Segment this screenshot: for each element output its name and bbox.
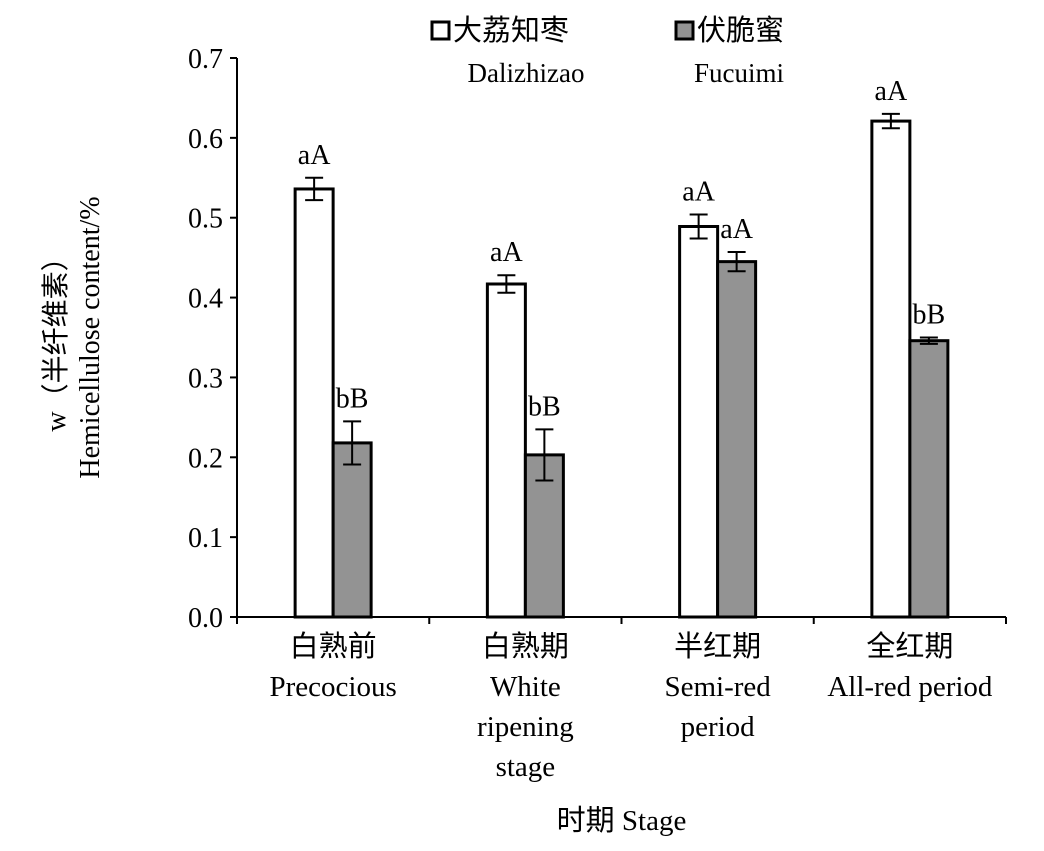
bar-dalizhizao xyxy=(678,224,720,619)
significance-label: bB xyxy=(913,300,946,331)
y-tick-label: 0.0 xyxy=(188,603,223,634)
legend-label: 大荔知枣 xyxy=(453,14,569,47)
x-category-label: All-red period xyxy=(827,671,993,703)
significance-label: aA xyxy=(490,237,523,268)
x-category-label: stage xyxy=(496,751,556,783)
y-tick-label: 0.1 xyxy=(188,523,223,554)
x-category-label: 半红期 xyxy=(674,630,761,663)
significance-label: aA xyxy=(682,177,715,208)
significance-label: bB xyxy=(336,383,369,414)
x-category-label: White xyxy=(490,671,561,703)
x-category-label: 白熟前 xyxy=(290,630,377,663)
x-category-label: 白熟期 xyxy=(482,630,569,663)
x-category-label: period xyxy=(681,711,756,743)
y-tick-label: 0.7 xyxy=(188,44,223,75)
bar-fucuimi xyxy=(908,339,950,619)
y-tick-label: 0.3 xyxy=(188,363,223,394)
legend-swatch-fucuimi xyxy=(674,20,695,41)
legend-label-en: Dalizhizao xyxy=(468,58,585,88)
x-category-label: Precocious xyxy=(270,671,397,703)
legend-label-en: Fucuimi xyxy=(694,58,784,88)
bar-dalizhizao xyxy=(293,187,335,619)
bar-fucuimi xyxy=(716,260,758,619)
bar-dalizhizao xyxy=(870,119,912,619)
significance-label: aA xyxy=(720,214,753,245)
bar-fucuimi xyxy=(331,441,373,619)
y-tick-label: 0.6 xyxy=(188,124,223,155)
x-category-label: ripening xyxy=(477,711,574,743)
significance-label: aA xyxy=(298,140,331,171)
y-tick-label: 0.5 xyxy=(188,204,223,235)
significance-label: aA xyxy=(875,76,908,107)
y-axis-title: Hemicellulose content/% xyxy=(75,196,106,478)
y-tick-label: 0.4 xyxy=(188,284,223,315)
y-tick-label: 0.2 xyxy=(188,443,223,474)
x-category-label: 全红期 xyxy=(866,630,953,663)
x-axis-title: 时期 Stage xyxy=(557,804,687,837)
bar-dalizhizao xyxy=(485,282,527,619)
legend-label: 伏脆蜜 xyxy=(697,14,784,47)
y-axis-title: w（半纤维素） xyxy=(40,243,72,431)
x-category-label: Semi-red xyxy=(664,671,771,703)
significance-label: bB xyxy=(528,391,561,422)
legend-swatch-dalizhizao xyxy=(430,20,451,41)
